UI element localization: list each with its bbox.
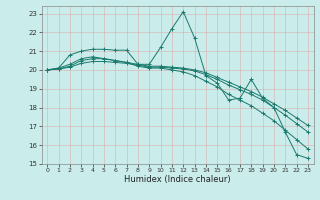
X-axis label: Humidex (Indice chaleur): Humidex (Indice chaleur) bbox=[124, 175, 231, 184]
